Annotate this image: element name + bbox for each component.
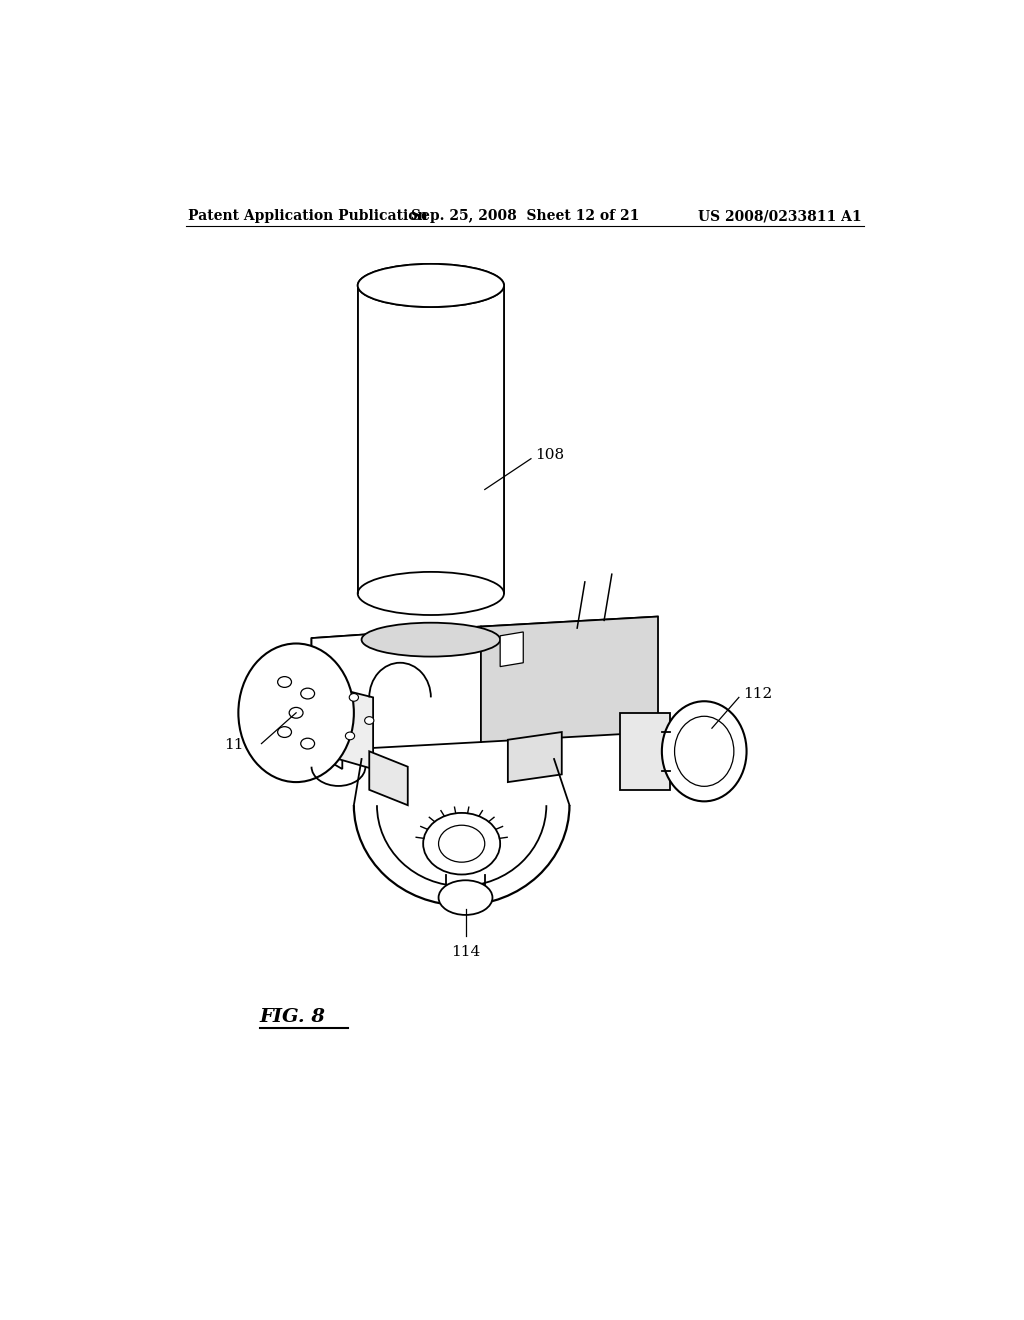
Polygon shape xyxy=(311,682,342,770)
Ellipse shape xyxy=(278,677,292,688)
Text: Patent Application Publication: Patent Application Publication xyxy=(188,209,428,223)
Ellipse shape xyxy=(239,644,354,781)
Polygon shape xyxy=(481,616,658,742)
Text: 108: 108 xyxy=(535,447,564,462)
Ellipse shape xyxy=(357,572,504,615)
Polygon shape xyxy=(500,632,523,667)
Polygon shape xyxy=(508,733,562,781)
Polygon shape xyxy=(357,285,504,594)
Polygon shape xyxy=(311,616,658,638)
Ellipse shape xyxy=(301,688,314,700)
Text: FIG. 8: FIG. 8 xyxy=(260,1008,326,1026)
Ellipse shape xyxy=(301,738,314,748)
Ellipse shape xyxy=(365,717,374,725)
Text: 110: 110 xyxy=(224,738,254,752)
Polygon shape xyxy=(311,638,342,697)
Ellipse shape xyxy=(361,623,500,656)
Ellipse shape xyxy=(345,733,354,739)
Polygon shape xyxy=(620,713,670,789)
Text: 114: 114 xyxy=(451,945,480,958)
Text: US 2008/0233811 A1: US 2008/0233811 A1 xyxy=(698,209,862,223)
Text: Sep. 25, 2008  Sheet 12 of 21: Sep. 25, 2008 Sheet 12 of 21 xyxy=(411,209,639,223)
Ellipse shape xyxy=(357,264,504,308)
Ellipse shape xyxy=(357,264,504,308)
Polygon shape xyxy=(311,627,481,751)
Ellipse shape xyxy=(438,825,484,862)
Ellipse shape xyxy=(289,708,303,718)
Ellipse shape xyxy=(675,717,734,787)
Ellipse shape xyxy=(278,726,292,738)
Ellipse shape xyxy=(438,880,493,915)
Ellipse shape xyxy=(349,693,358,701)
Polygon shape xyxy=(370,751,408,805)
Text: 112: 112 xyxy=(742,686,772,701)
Ellipse shape xyxy=(662,701,746,801)
Ellipse shape xyxy=(423,813,500,875)
Polygon shape xyxy=(311,682,373,770)
